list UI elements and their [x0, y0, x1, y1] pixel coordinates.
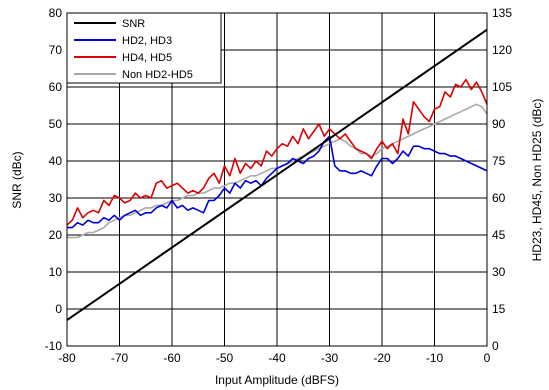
x-tick-label: -40 — [268, 351, 286, 365]
y-tick-label: 0 — [55, 302, 62, 316]
x-tick-labels: -80 -70 -60 -50 -40 -30 -20 -10 0 — [58, 351, 490, 365]
x-tick-label: -50 — [216, 351, 234, 365]
y2-tick-label: 45 — [492, 228, 506, 242]
y-tick-label: 30 — [49, 191, 63, 205]
x-tick-label: -80 — [58, 351, 76, 365]
y-tick-label: -10 — [45, 339, 63, 353]
x-tick-label: -60 — [163, 351, 181, 365]
series-line-hd4-hd5 — [66, 78, 488, 226]
x-tick-label: 0 — [484, 351, 491, 365]
y-tick-label: 70 — [49, 43, 63, 57]
y2-tick-label: 75 — [492, 154, 506, 168]
x-tick-label: -30 — [321, 351, 339, 365]
y2-tick-label: 15 — [492, 302, 506, 316]
x-tick-label: -10 — [426, 351, 444, 365]
x-tick-label: -20 — [373, 351, 391, 365]
y2-tick-label: 120 — [492, 43, 512, 57]
legend-box — [66, 12, 222, 84]
y-tick-label: 20 — [49, 228, 63, 242]
y2-tick-label: 30 — [492, 265, 506, 279]
y2-tick-label: 135 — [492, 6, 512, 20]
legend-label-hd2-hd3: HD2, HD3 — [122, 35, 172, 47]
legend: SNR HD2, HD3 HD4, HD5 Non HD2-HD5 — [66, 12, 222, 84]
y-tick-label: 50 — [49, 117, 63, 131]
y-tick-label: 80 — [49, 6, 63, 20]
y2-tick-label: 105 — [492, 80, 512, 94]
y-tick-labels: -10 0 10 20 30 40 50 60 70 80 — [45, 6, 63, 353]
y2-tick-label: 0 — [492, 339, 499, 353]
y2-tick-label: 60 — [492, 191, 506, 205]
y-tick-label: 60 — [49, 80, 63, 94]
series-layer — [66, 28, 488, 321]
y-tick-label: 10 — [49, 265, 63, 279]
series-line-hd2-hd3 — [67, 135, 488, 229]
y2-tick-label: 90 — [492, 117, 506, 131]
y2-axis-title: HD23, HD45, Non HD25 (dBc) — [530, 99, 544, 262]
y-axis-title: SNR (dBc) — [10, 151, 24, 208]
y-tick-label: 40 — [49, 154, 63, 168]
x-axis-title: Input Amplitude (dBFS) — [215, 373, 339, 387]
legend-label-non-hd2-hd5: Non HD2-HD5 — [122, 69, 193, 81]
y2-tick-labels: 0 15 30 45 60 75 90 105 120 135 — [492, 6, 512, 353]
legend-label-hd4-hd5: HD4, HD5 — [122, 52, 172, 64]
legend-label-snr: SNR — [122, 18, 145, 30]
series-line-snr — [66, 28, 488, 321]
x-tick-label: -70 — [111, 351, 129, 365]
plot-frame — [66, 12, 488, 347]
